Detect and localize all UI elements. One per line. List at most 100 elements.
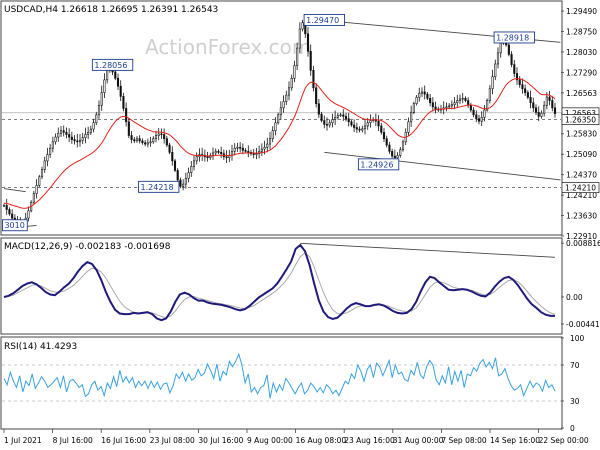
price-bar-body: [152, 138, 155, 143]
price-bar-body: [144, 142, 147, 145]
price-bar-body: [179, 179, 182, 187]
trendline: [3, 188, 26, 193]
price-bar-body: [32, 193, 35, 203]
price-bar-body: [301, 22, 304, 30]
price-bar-body: [450, 104, 453, 107]
macd-y-tick-label: 0.00: [566, 293, 583, 302]
price-bar-body: [480, 117, 483, 122]
price-bar-body: [540, 112, 543, 117]
price-bar-body: [342, 114, 345, 117]
price-axis-box: [561, 182, 600, 194]
price-bar-body: [65, 132, 68, 135]
price-bar-body: [312, 70, 315, 89]
price-bar-body: [456, 100, 459, 104]
price-bar-body: [62, 130, 65, 133]
price-bar-body: [469, 104, 472, 111]
price-bar-body: [453, 102, 456, 105]
price-y-tick-label: 1.29490: [566, 7, 597, 16]
price-bar-body: [339, 114, 342, 116]
price-bar-body: [49, 147, 52, 155]
price-bar-body: [173, 160, 177, 171]
price-bar-body: [396, 155, 399, 159]
price-bar-body: [377, 120, 380, 127]
price-y-tick-label: 1.23630: [566, 212, 597, 221]
price-bar-body: [317, 103, 320, 115]
price-bar-body: [510, 54, 513, 65]
price-bar-body: [87, 132, 90, 135]
price-bar-body: [296, 47, 299, 66]
price-axis-box-label: 1.24210: [565, 184, 596, 193]
price-bar-body: [391, 151, 394, 157]
price-bar-body: [279, 107, 282, 116]
rsi-panel-title: RSI(14) 41.4293: [4, 342, 77, 352]
price-bar-body: [537, 111, 540, 117]
price-bar-body: [401, 141, 405, 151]
price-bar-body: [496, 52, 500, 65]
price-annotation-box: [138, 180, 180, 193]
price-bar-body: [157, 133, 160, 136]
price-bar-body: [285, 94, 288, 102]
price-bar-body: [122, 96, 125, 109]
price-bar-body: [369, 120, 372, 124]
price-bar-body: [526, 92, 529, 98]
price-bar-body: [363, 125, 367, 130]
price-bar-body: [366, 122, 369, 127]
price-bar-body: [266, 143, 269, 148]
watermark: ActionForex.com: [145, 35, 311, 59]
price-bar-body: [73, 139, 76, 142]
price-annotation-label: 1.24926: [360, 160, 393, 169]
rsi-y-tick-label: 70: [570, 361, 580, 370]
price-bar-body: [521, 84, 524, 90]
price-bar-body: [182, 183, 185, 187]
price-bar-body: [190, 166, 193, 173]
price-bar-body: [43, 160, 46, 170]
price-bar-body: [464, 97, 467, 101]
x-axis-tick-label: 30 Jul 16:00: [198, 436, 243, 445]
price-y-tick-label: 1.27290: [566, 68, 597, 77]
price-bar-body: [494, 63, 497, 77]
x-axis-tick-label: 1 Jul 2021: [4, 436, 42, 445]
price-bar-body: [320, 113, 323, 121]
price-bar-body: [486, 100, 489, 111]
price-y-tick-label: 1.22910: [566, 232, 597, 241]
price-bar-body: [331, 119, 334, 124]
price-bar-body: [328, 122, 331, 126]
price-annotation-box: [357, 158, 400, 171]
price-annotation-box: [2, 219, 28, 232]
price-bar-body: [353, 124, 356, 128]
price-bar-body: [410, 111, 413, 123]
price-bar-body: [268, 138, 272, 145]
price-y-tick-label: 1.28030: [566, 48, 597, 57]
price-bar-body: [407, 121, 410, 133]
macd-y-tick-label: -0.004416: [566, 320, 600, 329]
price-bar-body: [119, 85, 122, 97]
price-bar-body: [141, 140, 144, 144]
price-panel-title: USDCAD,H4 1.26618 1.26695 1.26391 1.2654…: [4, 5, 218, 15]
price-bar-body: [252, 153, 255, 155]
price-bar-body: [92, 122, 95, 130]
price-bar-body: [84, 134, 87, 139]
price-annotation-box: [493, 31, 535, 44]
price-bar-body: [507, 44, 510, 55]
price-bar-body: [163, 134, 166, 139]
macd-y-tick-label: 0.008816: [566, 239, 600, 248]
price-bar-body: [551, 100, 554, 109]
price-bar-body: [146, 142, 149, 145]
price-bar-body: [358, 128, 361, 131]
price-y-tick-label: 1.25090: [566, 150, 597, 159]
price-bar-body: [192, 160, 196, 167]
price-bar-body: [103, 79, 106, 93]
price-bar-body: [548, 96, 551, 101]
price-bar-body: [68, 134, 71, 138]
price-bar-body: [385, 138, 388, 146]
price-bar-body: [165, 138, 168, 146]
price-bar-body: [426, 93, 429, 99]
price-bar-body: [78, 139, 82, 143]
price-bar-body: [336, 115, 339, 118]
price-bar-body: [415, 97, 418, 104]
price-bar-body: [217, 151, 220, 153]
price-bar-body: [445, 106, 448, 109]
price-bar-body: [423, 91, 426, 95]
price-bar-body: [475, 114, 478, 119]
